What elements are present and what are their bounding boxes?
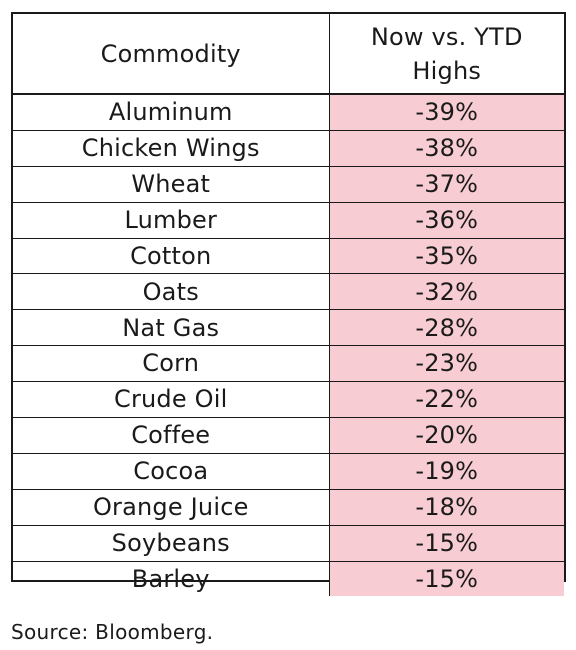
- table-body: Aluminum -39% Chicken Wings -38% Wheat -37% Lu…: [13, 93, 564, 597]
- commodity-cell: Aluminum: [13, 93, 330, 131]
- change-value-cell: -32%: [328, 273, 564, 311]
- commodity-table-container: Commodity Now vs. YTD Highs Aluminum -39%…: [11, 12, 566, 597]
- column-header-commodity: Commodity: [13, 14, 330, 95]
- table-row: Aluminum -39%: [13, 93, 564, 131]
- change-value-cell: -35%: [328, 237, 564, 275]
- column-header-now-vs-ytd-highs-label: Now vs. YTD Highs: [370, 22, 523, 85]
- commodity-cell: Barley: [13, 560, 330, 597]
- commodity-table: Commodity Now vs. YTD Highs Aluminum -39%…: [13, 14, 564, 597]
- column-header-now-vs-ytd-highs: Now vs. YTD Highs: [328, 14, 564, 95]
- change-value-cell: -28%: [328, 309, 564, 347]
- table-row: Barley -15%: [13, 560, 564, 597]
- commodity-cell: Cotton: [13, 237, 330, 275]
- commodity-cell: Nat Gas: [13, 309, 330, 347]
- change-value-cell: -22%: [328, 381, 564, 419]
- table-row: Corn -23%: [13, 345, 564, 383]
- change-value-cell: -19%: [328, 452, 564, 490]
- commodity-cell: Wheat: [13, 165, 330, 203]
- commodity-cell: Coffee: [13, 417, 330, 454]
- change-value-cell: -38%: [328, 129, 564, 167]
- column-header-commodity-label: Commodity: [100, 39, 241, 68]
- table-header-row: Commodity Now vs. YTD Highs: [13, 14, 564, 95]
- change-value-cell: -36%: [328, 201, 564, 239]
- table-row: Coffee -20%: [13, 417, 564, 454]
- commodity-cell: Soybeans: [13, 524, 330, 562]
- table-row: Chicken Wings -38%: [13, 129, 564, 167]
- table-row: Wheat -37%: [13, 165, 564, 203]
- commodity-cell: Orange Juice: [13, 488, 330, 526]
- table-row: Cocoa -19%: [13, 452, 564, 490]
- commodity-cell: Oats: [13, 273, 330, 311]
- change-value-cell: -20%: [328, 417, 564, 454]
- table-row: Orange Juice -18%: [13, 488, 564, 526]
- table-row: Oats -32%: [13, 273, 564, 311]
- change-value-cell: -15%: [328, 524, 564, 562]
- commodity-cell: Crude Oil: [13, 381, 330, 419]
- commodity-cell: Corn: [13, 345, 330, 383]
- commodity-cell: Lumber: [13, 201, 330, 239]
- table-row: Soybeans -15%: [13, 524, 564, 562]
- source-note: Source: Bloomberg.: [11, 620, 214, 644]
- change-value-cell: -23%: [328, 345, 564, 383]
- change-value-cell: -18%: [328, 488, 564, 526]
- commodity-cell: Cocoa: [13, 452, 330, 490]
- table-row: Cotton -35%: [13, 237, 564, 275]
- commodity-cell: Chicken Wings: [13, 129, 330, 167]
- change-value-cell: -15%: [328, 560, 564, 597]
- change-value-cell: -39%: [328, 93, 564, 131]
- change-value-cell: -37%: [328, 165, 564, 203]
- table-row: Crude Oil -22%: [13, 381, 564, 419]
- table-row: Lumber -36%: [13, 201, 564, 239]
- table-row: Nat Gas -28%: [13, 309, 564, 347]
